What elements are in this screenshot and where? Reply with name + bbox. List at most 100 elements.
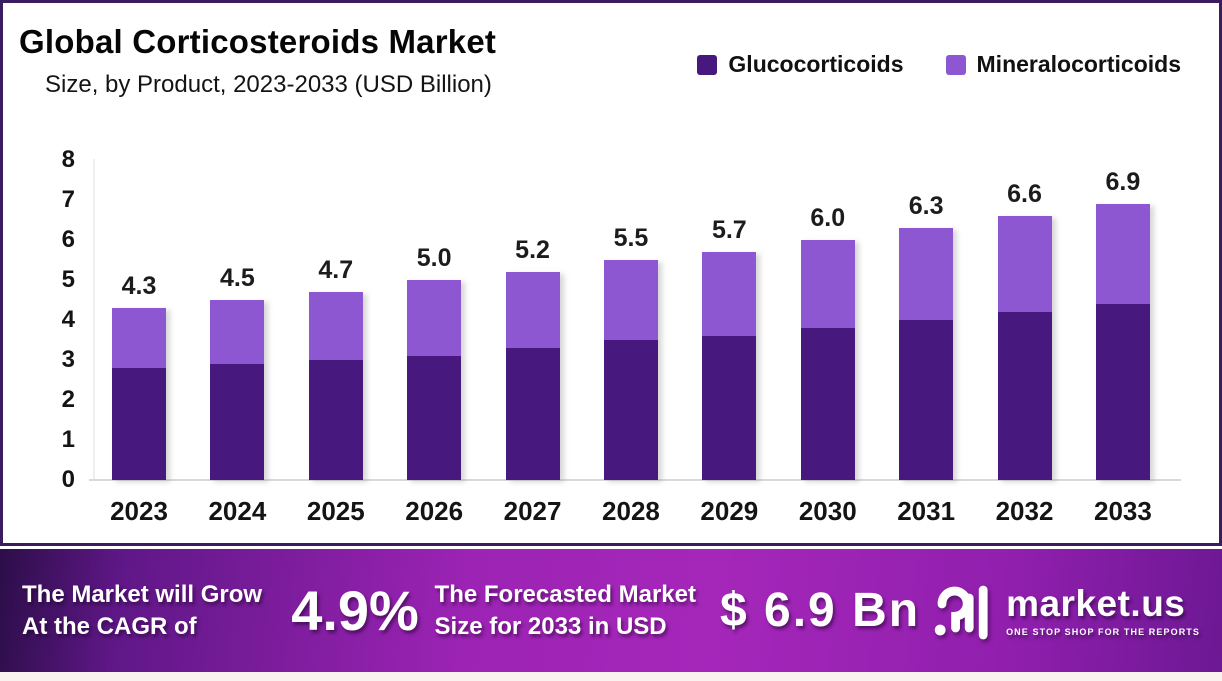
bar-total-label: 6.0: [810, 204, 846, 232]
bar-stack: [997, 216, 1052, 480]
x-tick-label: 2029: [700, 496, 759, 526]
bar-segment-mineralocorticoids: [899, 228, 954, 320]
brand-tagline: ONE STOP SHOP FOR THE REPORTS: [1006, 626, 1200, 637]
y-tick-label: 8: [61, 146, 75, 173]
page-title: Global Corticosteroids Market: [19, 23, 497, 60]
bar-group-2032: 6.6: [997, 180, 1052, 480]
bar-group-2028: 5.5: [603, 224, 658, 480]
y-tick-label: 4: [61, 306, 75, 333]
bar-total-label: 5.7: [711, 216, 747, 244]
bar-segment-mineralocorticoids: [1095, 204, 1150, 304]
bar-group-2031: 6.3: [899, 192, 954, 480]
bar-stack: [112, 308, 166, 480]
bar-total-label: 5.5: [613, 224, 649, 252]
y-axis: 0 1 2 3 4 5 6 7 8: [45, 3, 75, 549]
legend-item-glucocorticoids: Glucocorticoids: [697, 51, 904, 78]
y-tick-label: 7: [61, 186, 75, 213]
bar-group-2024: 4.5: [210, 264, 265, 480]
bar-segment-mineralocorticoids: [112, 308, 166, 368]
legend: Glucocorticoids Mineralocorticoids: [697, 51, 1181, 78]
x-tick-label: 2028: [602, 496, 660, 526]
y-tick-label: 5: [61, 266, 75, 293]
bar-segment-mineralocorticoids: [997, 216, 1052, 312]
x-tick-label: 2033: [1093, 496, 1152, 526]
bar-total-label: 4.7: [318, 256, 354, 284]
bar-segment-mineralocorticoids: [800, 240, 855, 328]
y-tick-label: 3: [61, 346, 75, 373]
bar-segment-glucocorticoids: [800, 328, 855, 480]
bar-segment-glucocorticoids: [997, 312, 1052, 480]
summary-banner: The Market will Grow At the CAGR of 4.9%…: [0, 549, 1222, 672]
x-axis-labels: 2023 2024 2025 2026 2027 2028 2029 2030 2031 2032…: [110, 496, 1152, 526]
x-tick-label: 2031: [897, 496, 956, 526]
bottom-strip: [0, 672, 1222, 681]
bar-group-2025: 4.7: [308, 256, 363, 480]
x-tick-label: 2024: [208, 496, 267, 526]
bar-total-label: 6.6: [1007, 180, 1042, 208]
x-tick-label: 2023: [110, 496, 168, 526]
legend-label-mineralocorticoids: Mineralocorticoids: [976, 51, 1181, 77]
forecast-label: The Forecasted Market Size for 2033 in U…: [435, 579, 720, 641]
bar-stack: [800, 240, 855, 480]
bar-segment-glucocorticoids: [1095, 304, 1150, 480]
bar-segment-glucocorticoids: [899, 320, 954, 480]
y-tick-label: 6: [61, 226, 75, 253]
bar-group-2027: 5.2: [505, 236, 560, 480]
bar-total-label: 4.5: [220, 264, 255, 292]
y-tick-label: 0: [61, 466, 75, 493]
cagr-value: 4.9%: [291, 578, 419, 642]
glucocorticoids-swatch-icon: [697, 54, 718, 75]
bar-segment-glucocorticoids: [407, 356, 462, 480]
brand-logo: market.us ONE STOP SHOP FOR THE REPORTS: [932, 579, 1200, 643]
bar-stack: [505, 272, 560, 480]
bar-total-label: 4.3: [121, 272, 157, 300]
bar-segment-mineralocorticoids: [505, 272, 560, 348]
bar-stack: [899, 228, 954, 480]
bar-total-label: 5.2: [515, 236, 550, 264]
y-tick-label: 2: [61, 386, 75, 413]
mineralocorticoids-swatch-icon: [945, 54, 966, 75]
bar-stack: [308, 292, 363, 480]
bar-segment-mineralocorticoids: [603, 260, 658, 340]
chart-area: Global Corticosteroids Market Size, by P…: [0, 0, 1222, 546]
bar-group-2029: 5.7: [702, 216, 757, 480]
market-us-logo-icon: [934, 585, 988, 639]
bar-group-2023: 4.3: [112, 274, 166, 480]
cagr-label-line1: The Market will Grow: [22, 581, 263, 609]
x-tick-label: 2030: [798, 496, 857, 526]
x-tick-label: 2025: [306, 496, 365, 526]
x-tick-label: 2027: [503, 496, 562, 526]
bar-total-label: 6.9: [1105, 168, 1141, 196]
bar-segment-mineralocorticoids: [407, 280, 462, 356]
x-tick-label: 2026: [405, 496, 464, 526]
bar-segment-mineralocorticoids: [702, 252, 757, 336]
bar-group-2030: 6.0: [800, 204, 855, 480]
bar-segment-glucocorticoids: [112, 368, 166, 480]
page-subtitle: Size, by Product, 2023-2033 (USD Billion…: [45, 71, 492, 98]
y-axis-line: [93, 159, 95, 480]
bar-total-label: 5.0: [416, 244, 452, 272]
y-tick-label: 1: [61, 426, 75, 453]
bar-stack: [603, 260, 658, 480]
bar-segment-mineralocorticoids: [308, 292, 363, 360]
x-axis-line: [89, 479, 1181, 481]
legend-label-glucocorticoids: Glucocorticoids: [728, 51, 904, 77]
bar-total-label: 6.3: [908, 192, 944, 220]
forecast-label-line1: The Forecasted Market: [434, 581, 696, 609]
bar-segment-glucocorticoids: [505, 348, 560, 480]
bar-group-2026: 5.0: [407, 244, 462, 480]
x-tick-label: 2032: [995, 496, 1054, 526]
bar-segment-glucocorticoids: [702, 336, 757, 480]
bar-stack: [702, 252, 757, 480]
bar-series: 4.3 4.5 4.7 5.0 5.2 5.5 5.7 6.0 6.3 6.6 6.9: [112, 143, 1150, 480]
bar-stack: [210, 300, 265, 480]
bar-segment-glucocorticoids: [603, 340, 658, 480]
brand-name: market.us: [1006, 582, 1186, 624]
legend-item-mineralocorticoids: Mineralocorticoids: [945, 51, 1181, 78]
bar-group-2033: 6.9: [1095, 168, 1150, 480]
cagr-label-line2: At the CAGR of: [22, 612, 197, 640]
bar-segment-mineralocorticoids: [210, 300, 265, 364]
bar-segment-glucocorticoids: [308, 360, 363, 480]
cagr-label: The Market will Grow At the CAGR of: [22, 579, 285, 641]
bar-stack: [407, 280, 462, 480]
